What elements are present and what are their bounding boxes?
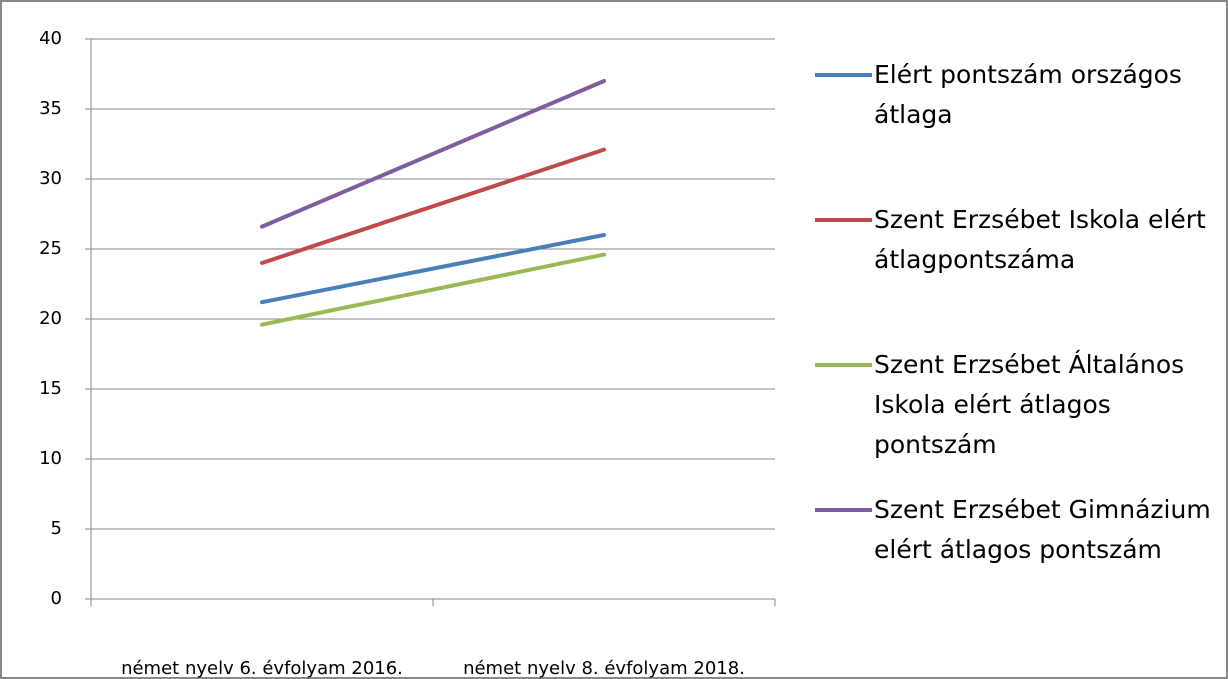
- y-tick-label: 30: [39, 168, 62, 189]
- y-tick-label: 20: [39, 308, 62, 329]
- y-tick-label: 40: [39, 28, 62, 49]
- y-tick-label: 35: [39, 98, 62, 119]
- legend-label: Elért pontszám országos átlaga: [874, 60, 1182, 129]
- y-tick-label: 15: [39, 378, 62, 399]
- series-line: [260, 233, 606, 305]
- x-tick-label: német nyelv 8. évfolyam 2018.: [463, 658, 745, 679]
- y-tick-label: 25: [39, 238, 62, 259]
- y-tick-label: 5: [51, 518, 62, 539]
- series-line: [260, 252, 606, 327]
- series-line: [260, 79, 606, 229]
- x-tick-label: német nyelv 6. évfolyam 2016.: [121, 658, 403, 679]
- y-tick-label: 10: [39, 448, 62, 469]
- y-tick-label: 0: [51, 588, 62, 609]
- legend-label: Szent Erzsébet Iskola elért átlagpontszá…: [874, 205, 1206, 274]
- legend-label: Szent Erzsébet Általános Iskola elért át…: [874, 350, 1185, 459]
- series-line: [260, 147, 606, 265]
- legend-label: Szent Erzsébet Gimnázium elért átlagos p…: [874, 495, 1211, 564]
